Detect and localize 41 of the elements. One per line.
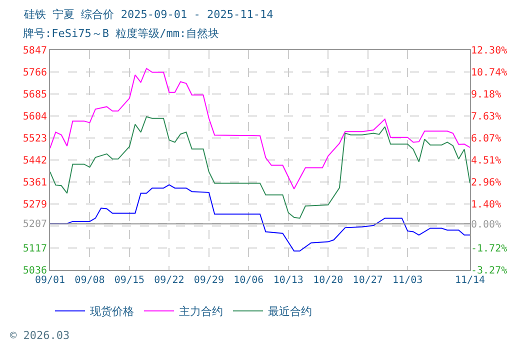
y-tick-label: 5361 <box>22 177 47 188</box>
y2-tick-label: 2.96% <box>471 177 502 188</box>
y2-tick-label: 1.40% <box>471 200 502 211</box>
x-tick-label: 10/27 <box>352 275 383 286</box>
y-tick-label: 5036 <box>22 266 47 276</box>
legend-label: 现货价格 <box>90 305 134 318</box>
y-tick-label: 5279 <box>22 200 47 211</box>
x-tick-label: 10/20 <box>313 275 344 286</box>
y2-tick-label: 10.74% <box>471 68 508 79</box>
y2-tick-label: 4.51% <box>471 156 502 167</box>
chart-subtitle: 牌号:FeSi75～B 粒度等级/mm:自然块 <box>23 27 220 40</box>
y-tick-label: 5442 <box>22 155 47 166</box>
y-tick-label: 5766 <box>22 67 47 78</box>
x-tick-label: 11/14 <box>454 275 486 286</box>
y2-tick-label: -1.72% <box>471 244 508 255</box>
y2-tick-label: 9.18% <box>471 90 502 101</box>
y2-tick-label: -3.27% <box>471 266 508 276</box>
chart-title: 硅铁 宁夏 综合价 2025-09-01 - 2025-11-14 <box>23 8 274 21</box>
text: © 2026.03 <box>10 329 70 342</box>
y-tick-label: 5685 <box>22 89 47 100</box>
line-series <box>50 116 470 219</box>
y-tick-label: 5604 <box>22 111 47 122</box>
x-tick-label: 09/15 <box>114 275 145 286</box>
x-tick-label: 09/22 <box>154 275 184 286</box>
x-tick-label: 09/08 <box>74 275 105 286</box>
y-tick-label: 5847 <box>22 46 47 56</box>
legend-label: 主力合约 <box>179 305 223 318</box>
y-tick-label: 5207 <box>22 219 47 230</box>
y2-tick-label: 12.30% <box>471 46 508 56</box>
x-tick-label: 09/29 <box>194 275 224 286</box>
line-series <box>50 68 470 190</box>
y2-tick-label: 0.00% <box>471 219 502 230</box>
y-tick-label: 5117 <box>22 244 47 255</box>
x-tick-label: 09/01 <box>34 275 66 286</box>
x-tick-label: 10/06 <box>234 275 264 286</box>
legend-label: 最近合约 <box>268 305 312 318</box>
y2-tick-label: 7.63% <box>471 111 502 122</box>
x-tick-label: 11/03 <box>392 275 423 286</box>
x-tick-label: 10/13 <box>273 275 304 286</box>
y-tick-label: 5523 <box>22 133 47 144</box>
y2-tick-label: 6.07% <box>471 134 502 145</box>
